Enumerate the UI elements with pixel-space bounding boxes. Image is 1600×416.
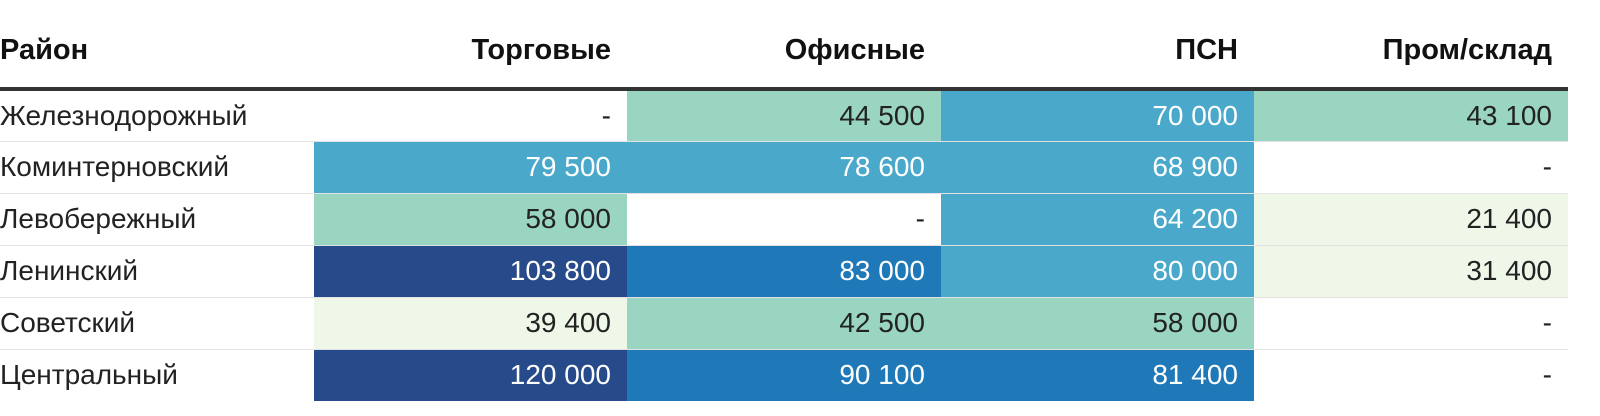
value-cell-retail: 103 800 — [314, 244, 627, 297]
table-row: Ленинский 103 800 83 000 80 000 31 400 — [0, 244, 1568, 297]
value-cell-retail: 120 000 — [314, 348, 627, 401]
value-cell-office: 78 600 — [627, 140, 941, 193]
table-row: Левобережный 58 000-64 200 21 400 — [0, 192, 1568, 245]
value-cell-psn: 70 000 — [941, 89, 1254, 141]
value-cell-office: 83 000 — [627, 244, 941, 297]
value-cell-retail: 58 000 — [314, 192, 627, 245]
value-cell-office: - — [627, 192, 941, 245]
district-name-cell: Коминтерновский — [0, 140, 314, 193]
district-name-cell: Железнодорожный — [0, 89, 314, 141]
table-row: Советский 39 400 42 500 58 000- — [0, 296, 1568, 349]
column-header-retail: Торговые — [314, 0, 627, 91]
column-header-industrial: Пром/склад — [1254, 0, 1568, 91]
value-cell-psn: 68 900 — [941, 140, 1254, 193]
table-row: Коминтерновский 79 500 78 600 68 900- — [0, 140, 1568, 193]
value-cell-industrial: 31 400 — [1254, 244, 1568, 297]
value-cell-retail: - — [314, 89, 627, 141]
table-body: Железнодорожный -44 500 70 000 43 100 Коминт… — [0, 89, 1568, 401]
value-cell-office: 44 500 — [627, 89, 941, 141]
price-heatmap-table: Район Торговые Офисные ПСН Пром/склад Же… — [0, 0, 1568, 401]
value-cell-retail: 79 500 — [314, 140, 627, 193]
value-cell-psn: 81 400 — [941, 348, 1254, 401]
district-name-cell: Советский — [0, 296, 314, 349]
header-row: Район Торговые Офисные ПСН Пром/склад — [0, 0, 1568, 91]
value-cell-industrial: 43 100 — [1254, 89, 1568, 141]
table-row: Железнодорожный -44 500 70 000 43 100 — [0, 89, 1568, 141]
value-cell-psn: 80 000 — [941, 244, 1254, 297]
district-name-cell: Ленинский — [0, 244, 314, 297]
value-cell-retail: 39 400 — [314, 296, 627, 349]
value-cell-industrial: 21 400 — [1254, 192, 1568, 245]
value-cell-industrial: - — [1254, 296, 1568, 349]
value-cell-psn: 58 000 — [941, 296, 1254, 349]
value-cell-industrial: - — [1254, 140, 1568, 193]
column-header-psn: ПСН — [941, 0, 1254, 91]
district-name-cell: Центральный — [0, 348, 314, 401]
value-cell-industrial: - — [1254, 348, 1568, 401]
column-header-office: Офисные — [627, 0, 941, 91]
table-row: Центральный 120 000 90 100 81 400- — [0, 348, 1568, 401]
district-name-cell: Левобережный — [0, 192, 314, 245]
value-cell-office: 42 500 — [627, 296, 941, 349]
column-header-district: Район — [0, 0, 314, 91]
value-cell-office: 90 100 — [627, 348, 941, 401]
value-cell-psn: 64 200 — [941, 192, 1254, 245]
